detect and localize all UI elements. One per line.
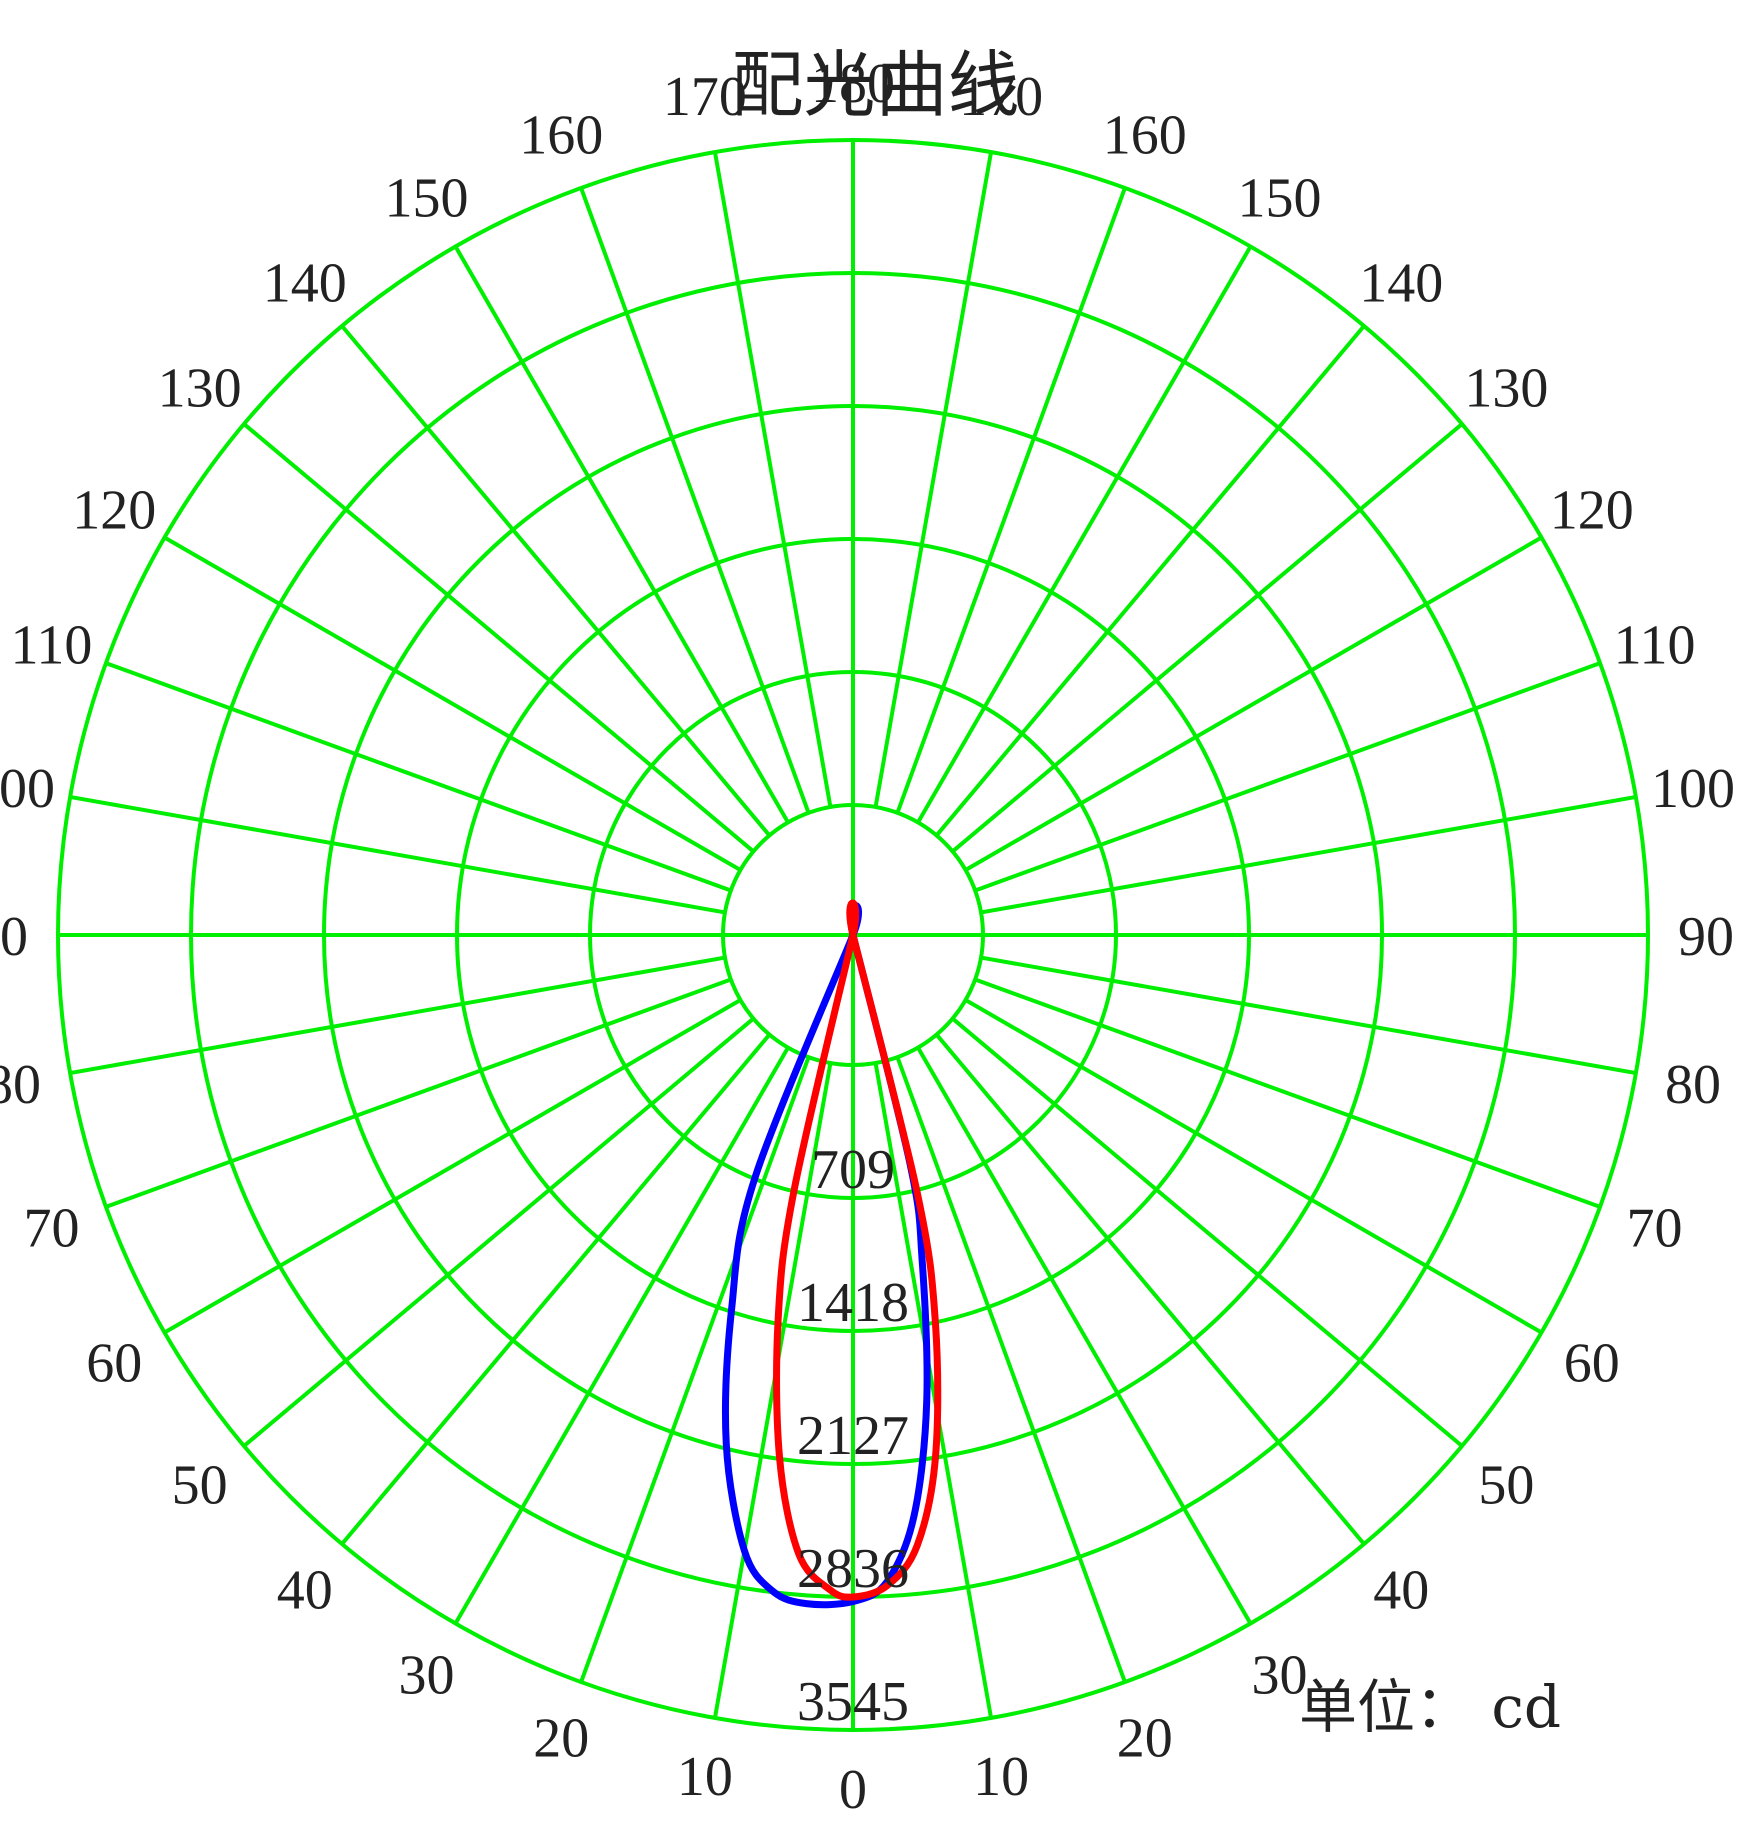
angle-label: 130 — [158, 358, 242, 420]
radial-tick-label: 2127 — [797, 1405, 909, 1467]
grid-spoke — [242, 1017, 755, 1448]
label-layer: 0102030405060708090100110120130140150160… — [0, 53, 1735, 1821]
grid-spoke — [69, 794, 726, 915]
grid-spoke — [951, 1017, 1464, 1448]
angle-label: 140 — [263, 253, 347, 315]
grid-spoke — [895, 1056, 1127, 1683]
grid-spoke — [974, 977, 1601, 1209]
grid-spoke — [453, 245, 790, 824]
angle-label: 170 — [663, 66, 747, 128]
grid-spoke — [453, 1046, 790, 1625]
angle-label: 40 — [1373, 1559, 1429, 1621]
angle-label: 120 — [72, 480, 156, 542]
chart-title: 配光曲线 — [731, 43, 1020, 127]
grid-spoke — [579, 1056, 811, 1683]
grid-spoke — [69, 955, 726, 1076]
angle-label: 10 — [973, 1746, 1029, 1808]
angle-label: 120 — [1550, 480, 1634, 542]
angle-label: 60 — [86, 1333, 142, 1395]
radial-tick-label: 709 — [811, 1139, 895, 1201]
angle-label: 60 — [1564, 1333, 1620, 1395]
grid-spoke — [980, 955, 1637, 1076]
grid-spoke — [712, 151, 833, 808]
angle-label: 10 — [677, 1746, 733, 1808]
grid-spoke — [163, 535, 742, 872]
angle-label: 160 — [519, 104, 603, 166]
grid-spoke — [964, 535, 1543, 872]
grid-spoke — [895, 187, 1127, 814]
angle-label: 40 — [277, 1559, 333, 1621]
unit-label: 单位： cd — [1298, 1673, 1561, 1741]
angle-label: 100 — [1651, 758, 1735, 820]
radial-tick-label: 2836 — [797, 1538, 909, 1600]
grid-spoke — [916, 245, 1253, 824]
angle-label: 80 — [1665, 1054, 1721, 1116]
angle-label: 90 — [0, 906, 28, 968]
angle-label: 20 — [533, 1708, 589, 1770]
grid-spoke — [951, 422, 1464, 853]
series-curve-2 — [773, 899, 942, 1601]
grid-spoke — [579, 187, 811, 814]
angle-label: 50 — [1478, 1454, 1534, 1516]
grid-spoke — [916, 1046, 1253, 1625]
radial-tick-label: 1418 — [797, 1272, 909, 1334]
series-layer — [722, 899, 942, 1609]
angle-label: 130 — [1464, 358, 1548, 420]
angle-label: 30 — [399, 1645, 455, 1707]
grid-spoke — [242, 422, 755, 853]
angle-label: 30 — [1252, 1645, 1308, 1707]
angle-label: 70 — [1627, 1198, 1683, 1260]
angle-label: 140 — [1359, 253, 1443, 315]
angle-label: 90 — [1678, 906, 1734, 968]
grid-spoke — [964, 998, 1543, 1335]
grid-spoke — [873, 151, 994, 808]
angle-label: 150 — [385, 167, 469, 229]
angle-label: 170 — [959, 66, 1043, 128]
angle-label: 110 — [1614, 614, 1696, 676]
grid-spoke — [712, 1062, 833, 1719]
angle-label: 180 — [811, 53, 895, 115]
radial-tick-label: 3545 — [797, 1671, 909, 1733]
angle-label: 0 — [839, 1759, 867, 1821]
angle-label: 70 — [23, 1198, 79, 1260]
angle-label: 50 — [172, 1454, 228, 1516]
grid-spoke — [105, 661, 732, 893]
grid-spoke — [980, 794, 1637, 915]
grid-spoke — [974, 661, 1601, 893]
grid-spoke — [873, 1062, 994, 1719]
grid-spoke — [163, 998, 742, 1335]
grid-spoke — [340, 324, 771, 837]
grid-spoke — [105, 977, 732, 1209]
angle-label: 160 — [1103, 104, 1187, 166]
angle-label: 20 — [1117, 1708, 1173, 1770]
grid-spoke — [340, 1033, 771, 1546]
angle-label: 80 — [0, 1054, 41, 1116]
grid-spoke — [935, 1033, 1366, 1546]
angle-label: 110 — [10, 614, 92, 676]
grid-spoke — [935, 324, 1366, 837]
polar-grid — [56, 138, 1650, 1732]
angle-label: 100 — [0, 758, 55, 820]
angle-label: 150 — [1238, 167, 1322, 229]
series-curve-1 — [722, 902, 931, 1609]
